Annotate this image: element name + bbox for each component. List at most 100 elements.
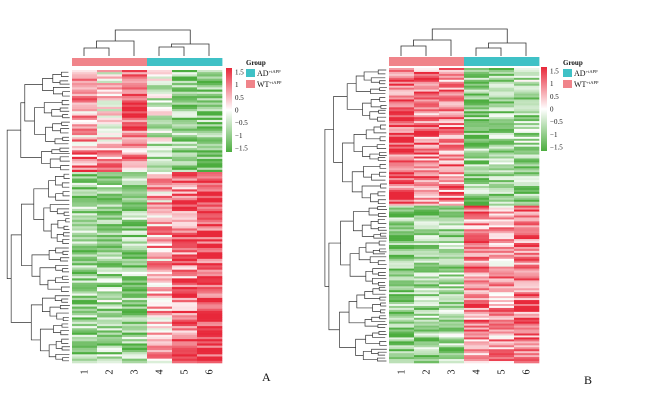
heatmap-cell [464, 309, 490, 313]
heatmap-cell [464, 75, 490, 79]
heatmap-cell [514, 337, 540, 340]
heatmap-cell [489, 321, 515, 324]
heatmap-cell [97, 111, 123, 114]
heatmap-cell [197, 310, 223, 314]
heatmap-cell [197, 250, 223, 253]
row-dendrogram-branch [378, 272, 386, 276]
heatmap-cell [514, 125, 540, 128]
heatmap-cell [489, 225, 515, 228]
heatmap-cell [172, 356, 198, 359]
heatmap-cell [147, 230, 173, 234]
row-dendrogram-branch [55, 340, 63, 349]
heatmap-cell [439, 99, 465, 102]
heatmap-cell [197, 172, 223, 175]
heatmap-cell [72, 72, 98, 75]
row-dendrogram-branch [377, 351, 387, 356]
heatmap-cell [97, 189, 123, 192]
heatmap-cell [489, 325, 515, 328]
heatmap-cell [439, 276, 465, 279]
heatmap-cell [197, 139, 223, 142]
heatmap-cell [97, 360, 123, 364]
heatmap-cell [464, 113, 490, 116]
heatmap-cell [414, 85, 440, 88]
heatmap-cell [489, 315, 515, 319]
heatmap-cell [97, 122, 123, 125]
heatmap-cell [514, 199, 540, 203]
heatmap-cell [97, 74, 123, 77]
heatmap-cell [72, 117, 98, 121]
colorbar-tick-label: 0 [550, 106, 554, 114]
heatmap-cell [439, 180, 465, 183]
heatmap-cell [97, 252, 123, 255]
heatmap-cell [414, 127, 440, 130]
heatmap-cell [439, 266, 465, 269]
heatmap-cell [439, 258, 465, 262]
row-dendrogram-branch [59, 107, 70, 112]
heatmap-cell [414, 125, 440, 128]
heatmap-cell [414, 296, 440, 299]
heatmap-cell [489, 298, 515, 301]
colorbar-tick-label: 1 [550, 80, 554, 88]
heatmap-cell [464, 209, 490, 212]
heatmap-cell [489, 134, 515, 138]
heatmap-cell [72, 323, 98, 327]
heatmap-cell [97, 135, 123, 138]
heatmap-cell [97, 302, 123, 305]
heatmap-cell [464, 221, 490, 224]
heatmap-cell [197, 354, 223, 357]
heatmap-cell [514, 268, 540, 271]
heatmap-cell [147, 306, 173, 310]
heatmap-cell [389, 274, 415, 277]
row-dendrogram [6, 71, 70, 362]
heatmap-cell [172, 213, 198, 216]
heatmap-cell [72, 91, 98, 95]
heatmap-cell [147, 111, 173, 114]
heatmap-cell [514, 197, 540, 201]
heatmap-cell [464, 121, 490, 124]
heatmap-cell [464, 296, 490, 299]
heatmap-cell [389, 115, 415, 118]
heatmap-cell [514, 282, 540, 285]
heatmap-cell [147, 326, 173, 329]
heatmap-cell [122, 360, 148, 364]
heatmap-cell [72, 310, 98, 314]
heatmap-cell [197, 317, 223, 320]
heatmap-cell [439, 292, 465, 295]
heatmap-cell [172, 130, 198, 134]
heatmap-cell [414, 286, 440, 289]
heatmap-cell [439, 121, 465, 124]
heatmap-cell [172, 135, 198, 138]
column-label: 1 [397, 370, 408, 375]
row-dendrogram-branch [379, 315, 387, 320]
heatmap-cell [122, 332, 148, 336]
heatmap-cell [172, 93, 198, 97]
heatmap-cell [97, 295, 123, 299]
heatmap-cell [389, 142, 415, 145]
heatmap-cell [414, 111, 440, 114]
row-dendrogram-branch [43, 102, 63, 114]
heatmap-cell [97, 356, 123, 359]
heatmap-cell [147, 252, 173, 255]
heatmap-cell [464, 246, 490, 250]
heatmap-cell [464, 136, 490, 140]
heatmap-cell [122, 317, 148, 320]
heatmap-cell [439, 321, 465, 324]
heatmap-cell [514, 186, 540, 189]
heatmap-cell [514, 357, 540, 360]
heatmap-cell [147, 256, 173, 260]
heatmap-cell [97, 191, 123, 195]
heatmap-cell [389, 250, 415, 254]
heatmap-cell [414, 307, 440, 311]
heatmap-cell [97, 291, 123, 294]
heatmap-cell [514, 121, 540, 124]
heatmap-cell [389, 150, 415, 153]
heatmap-cell [514, 307, 540, 311]
heatmap-cell [439, 77, 465, 81]
heatmap-cell [72, 106, 98, 110]
heatmap-cell [489, 128, 515, 132]
heatmap-cell [489, 125, 515, 128]
row-dendrogram-branch [59, 156, 70, 162]
heatmap-cell [389, 130, 415, 134]
heatmap-cell [489, 302, 515, 305]
heatmap-cell [122, 98, 148, 101]
